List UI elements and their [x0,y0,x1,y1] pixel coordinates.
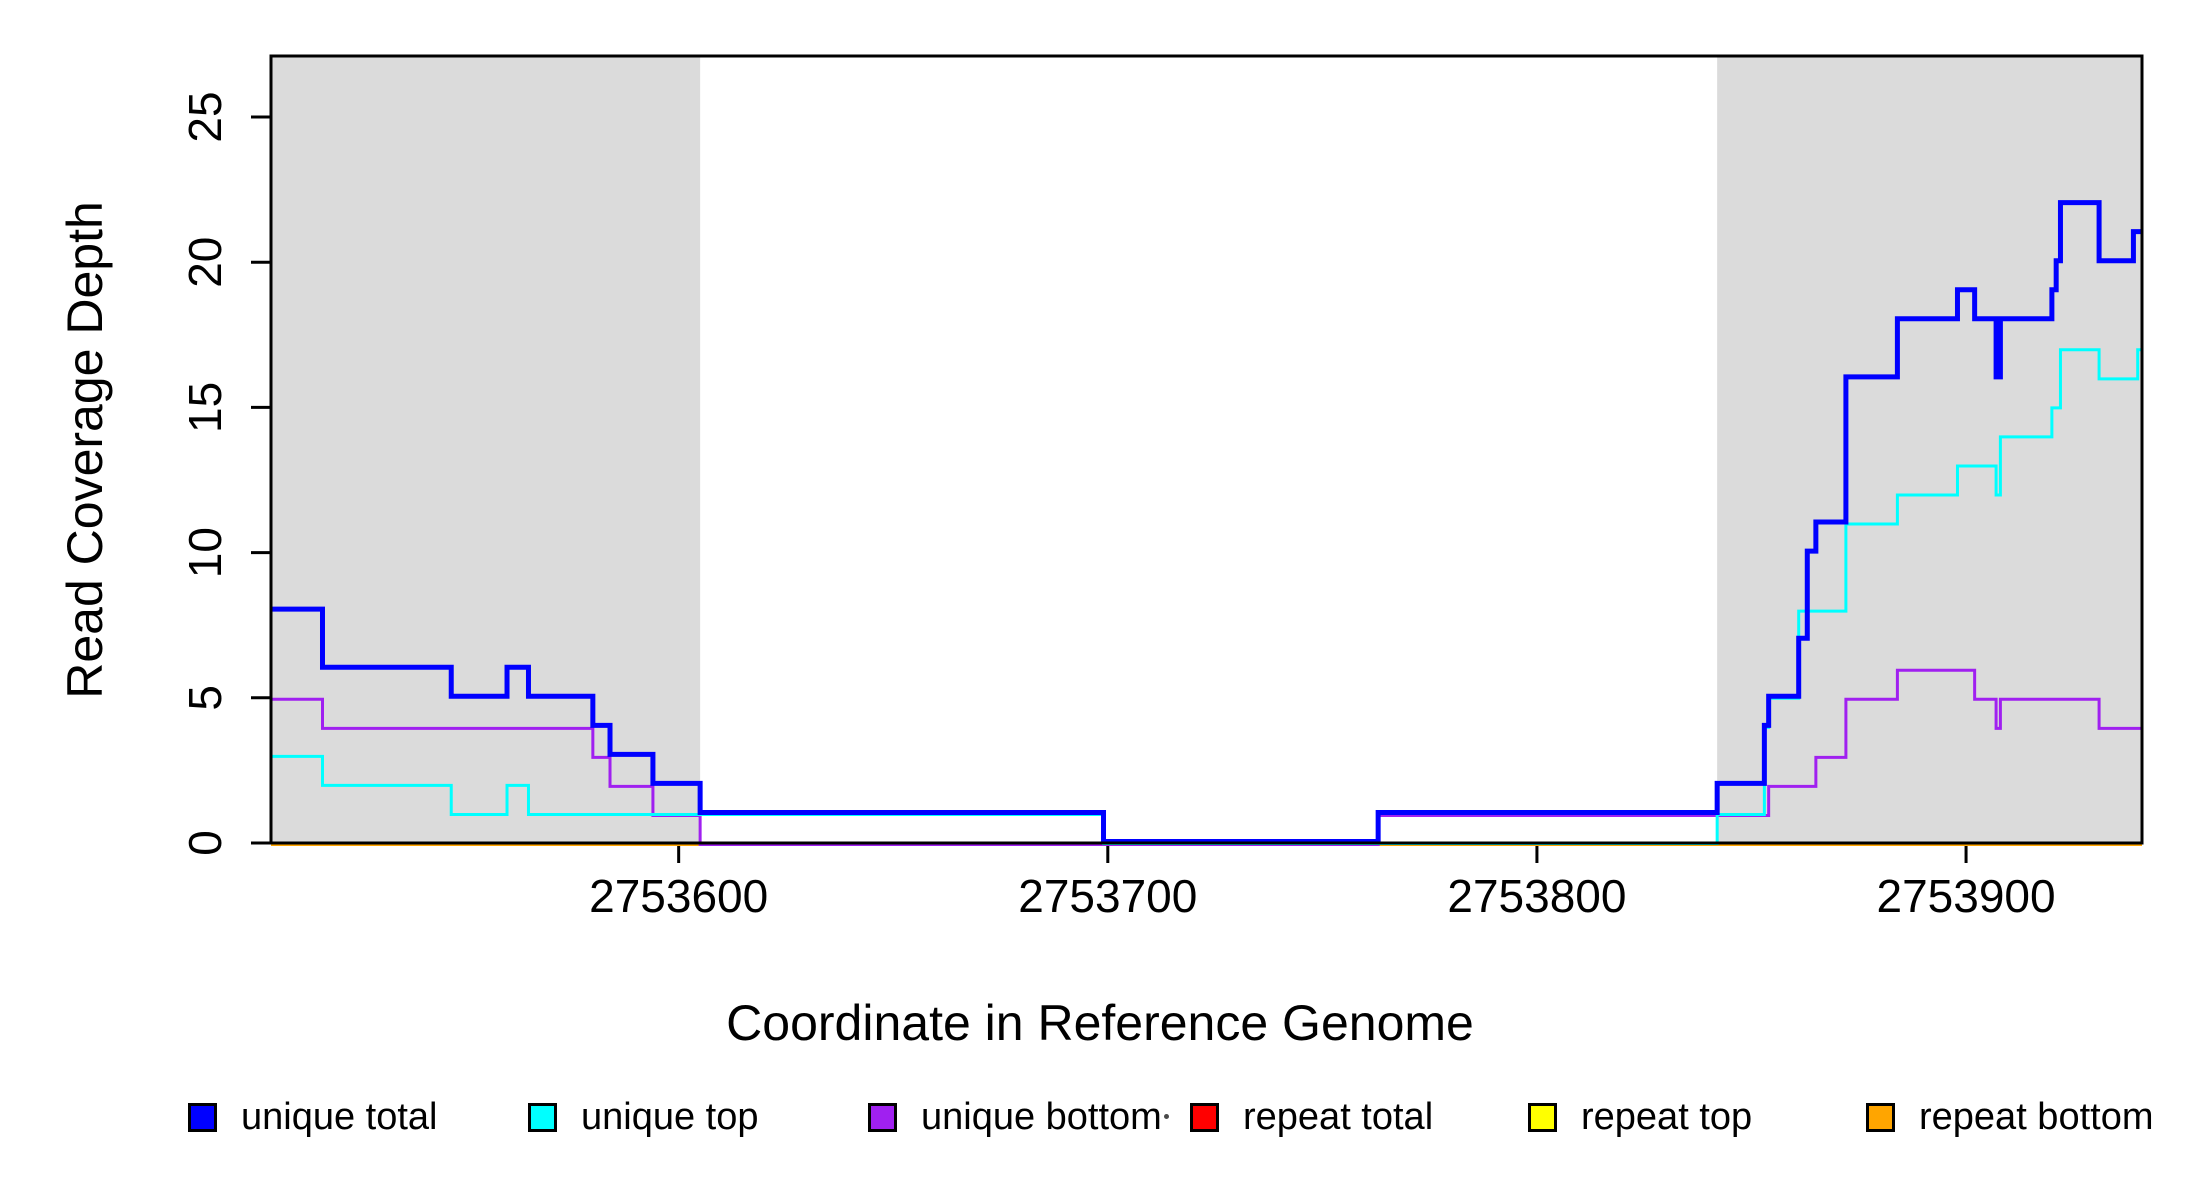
legend-item-unique-top: unique top [528,1096,759,1138]
unique-bottom-swatch-icon [868,1102,897,1132]
y-tick-label: 5 [179,685,231,711]
y-tick-label: 20 [179,237,231,288]
stray-dot-artifact [1164,1114,1169,1119]
legend-item-repeat-top: repeat top [1528,1096,1752,1138]
legend: unique total unique top unique bottom re… [0,1096,2200,1146]
legend-label: repeat top [1581,1095,1753,1138]
legend-item-repeat-bottom: repeat bottom [1866,1096,2153,1138]
x-tick-label: 2753700 [1018,870,1197,922]
x-tick-label: 2753800 [1447,870,1626,922]
legend-label: repeat bottom [1919,1095,2154,1138]
series-line-unique-top [271,348,2142,845]
legend-label: unique total [241,1095,438,1138]
legend-item-unique-total: unique total [188,1096,438,1138]
y-axis-title: Read Coverage Depth [57,201,113,699]
legend-item-repeat-total: repeat total [1190,1096,1433,1138]
y-tick-label: 0 [179,830,231,856]
plot-border [269,54,2144,845]
legend-label: unique top [581,1095,759,1138]
repeat-bottom-swatch-icon [1866,1102,1895,1132]
repeat-total-swatch-icon [1190,1102,1219,1132]
legend-item-unique-bottom: unique bottom [868,1096,1162,1138]
y-tick-label: 15 [179,382,231,433]
x-tick-label: 2753600 [589,870,768,922]
repeat-top-swatch-icon [1528,1102,1557,1132]
unique-total-swatch-icon [188,1102,217,1132]
y-tick-label: 10 [179,527,231,578]
legend-label: unique bottom [921,1095,1162,1138]
right-gray-region [1717,56,2142,843]
series-line-unique-bottom [271,668,2142,846]
x-tick-label: 2753900 [1877,870,2056,922]
x-axis-title: Coordinate in Reference Genome [726,995,1474,1051]
y-tick-label: 25 [179,91,231,142]
series-line-unique-total [271,200,2142,844]
unique-top-swatch-icon [528,1102,557,1132]
legend-label: repeat total [1243,1095,1434,1138]
left-gray-region [271,56,701,843]
